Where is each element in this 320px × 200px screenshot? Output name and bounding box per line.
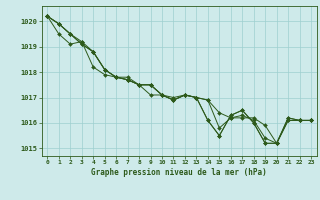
X-axis label: Graphe pression niveau de la mer (hPa): Graphe pression niveau de la mer (hPa) xyxy=(91,168,267,177)
